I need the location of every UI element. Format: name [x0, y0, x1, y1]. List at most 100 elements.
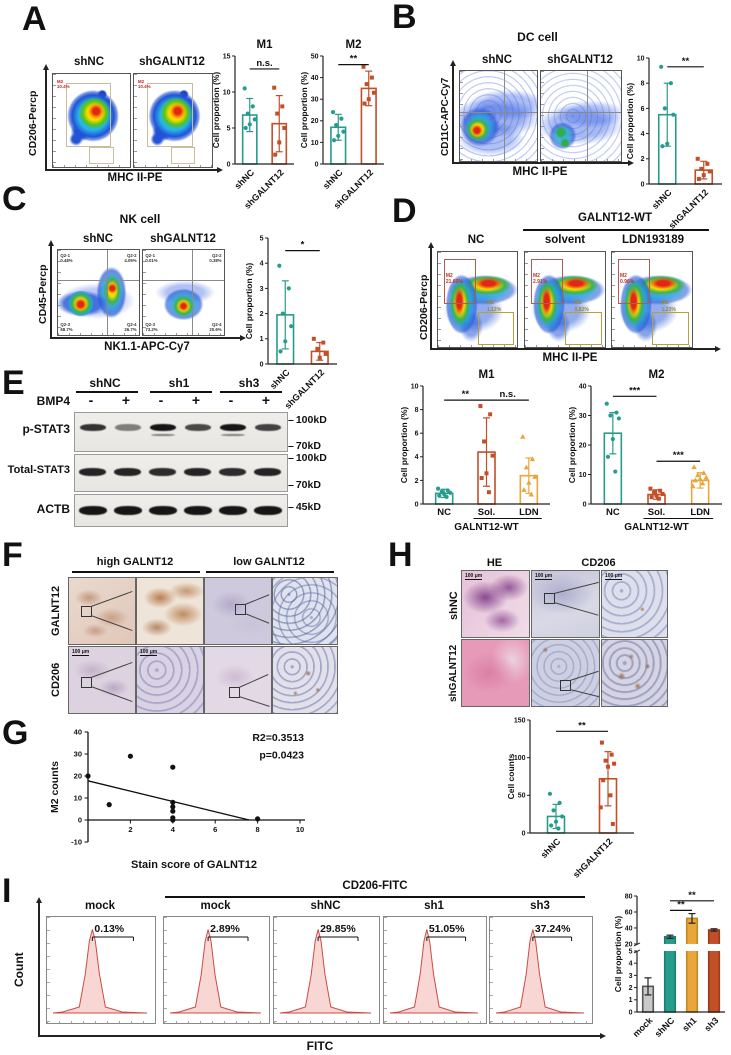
h-header-cd206: CD206	[581, 557, 616, 569]
i-chart: 0 1 2 3 4 5 20 40 60 80 ** ** mock shNC sh1 sh3 Cell pro…	[612, 886, 731, 1054]
e-blot-pstat3	[74, 412, 288, 452]
svg-text:6: 6	[415, 431, 419, 438]
d-m1-gate	[565, 311, 603, 346]
a-chart-m2: 0 10 20 30 40 50 ** shNC shGALNT12 M2 Cell proport…	[298, 36, 390, 211]
h-cd206-shgalnt12-zoom	[601, 639, 668, 707]
svg-text:15: 15	[223, 53, 231, 60]
svg-text:**: **	[682, 56, 690, 67]
svg-text:sh3: sh3	[702, 1015, 720, 1033]
c-quadrant-vline	[106, 250, 108, 335]
svg-text:Cell proportion (%): Cell proportion (%)	[299, 72, 309, 149]
svg-text:M1: M1	[257, 39, 274, 51]
svg-text:8: 8	[641, 81, 645, 88]
svg-text:shNC: shNC	[321, 167, 345, 191]
svg-text:n.s.: n.s.	[499, 389, 515, 400]
svg-text:shGALNT12: shGALNT12	[667, 187, 710, 230]
svg-text:30: 30	[579, 413, 587, 420]
svg-text:R2=0.3513: R2=0.3513	[252, 732, 304, 744]
svg-text:***: ***	[629, 385, 640, 396]
svg-text:2.89%: 2.89%	[210, 923, 240, 935]
d-flow-plot-solvent: M2 2.91% M1 5.82%	[524, 251, 606, 348]
b-quadrant-vline	[586, 71, 588, 161]
svg-text:NC: NC	[606, 507, 620, 518]
b-flow-y-axis	[452, 66, 454, 162]
d-flow-y-axis	[430, 248, 432, 348]
b-flow-title-shgalnt12: shGALNT12	[547, 54, 613, 66]
a-flow-x-arrow-icon	[217, 167, 223, 173]
svg-text:50: 50	[518, 793, 526, 800]
i-hist-title-sh3: sh3	[530, 900, 550, 912]
zoom-connector	[569, 689, 600, 698]
svg-text:51.05%: 51.05%	[429, 923, 465, 935]
c-flow-title-shgalnt12: shGALNT12	[150, 233, 216, 245]
e-row-label-pstat3: p-STAT3	[22, 422, 70, 436]
e-blot-actb	[74, 494, 288, 527]
c-quad-label: Q2-4 26.7%	[124, 321, 137, 333]
d-m2-gate-label: M2 0.96%	[620, 272, 635, 286]
blot-band	[184, 468, 211, 476]
f-ihc-cd206-low-overview	[204, 646, 272, 714]
zoom-region-box	[544, 593, 555, 604]
svg-text:4: 4	[260, 261, 264, 268]
svg-text:8: 8	[415, 407, 419, 414]
b-quadrant-hline	[541, 111, 621, 113]
c-quadrant-vline	[191, 250, 193, 335]
scale-bar: 100 μm	[140, 649, 158, 656]
panel-i-label: I	[2, 872, 12, 910]
svg-text:**: **	[677, 899, 685, 910]
svg-text:Cell proportion (%): Cell proportion (%)	[211, 72, 221, 149]
d-group-title: GALNT12-WT	[577, 212, 653, 224]
c-quad-label: Q2-2 0.38%	[209, 252, 222, 263]
zoom-region-box	[560, 680, 571, 691]
f-ihc-galnt12-low-overview	[204, 577, 272, 645]
svg-text:5: 5	[260, 235, 264, 242]
zoom-region-box	[81, 677, 92, 688]
b-flow-density-shgalnt12	[541, 71, 621, 161]
b-flow-y-arrow-icon	[450, 60, 456, 66]
f-ihc-galnt12-high-zoom	[136, 577, 204, 645]
e-row-label-actb: ACTB	[36, 502, 70, 516]
i-hist-title-shnc: shNC	[310, 900, 341, 912]
c-flow-density-shgalnt12	[143, 250, 224, 335]
svg-text:0: 0	[227, 161, 231, 168]
i-hist-title-mock1: mock	[84, 900, 116, 912]
h-cd206-shnc-overview: 100 μm	[531, 570, 600, 638]
d-chart-m2: 0 10 20 30 40 *** *** NC Sol. LDN GALNT12-WT M2 Cell…	[566, 366, 728, 548]
g-scatter-chart: -10 0 10 20 30 40 2 4 6 8 10 R2=0.3513 p=0.0423 M2 co…	[48, 724, 310, 872]
e-blot-totalstat3	[74, 454, 288, 492]
svg-text:4: 4	[415, 454, 419, 461]
histogram-svg: 51.05%	[389, 923, 479, 1014]
a-flow-y-axis	[45, 70, 47, 169]
svg-text:4: 4	[641, 131, 645, 138]
svg-text:Cell counts: Cell counts	[506, 753, 516, 799]
d-m1-gate	[652, 311, 690, 346]
c-chart: 0 1 2 3 4 5 * shNC shGALNT12 Cell proportion (%)	[243, 228, 343, 411]
e-marker-70kd: 70kD	[288, 440, 321, 452]
svg-text:100: 100	[514, 755, 526, 762]
blot-band	[254, 468, 281, 476]
panel-a-label: A	[22, 0, 47, 38]
f-ihc-cd206-low-zoom	[272, 646, 338, 714]
i-hist-mock2: 2.89%	[163, 916, 270, 1024]
svg-text:0: 0	[641, 181, 645, 188]
svg-text:2: 2	[641, 156, 645, 163]
b-flow-plot-shgalnt12	[540, 70, 622, 162]
svg-text:30: 30	[74, 750, 82, 759]
d-flow-title-nc: NC	[467, 234, 485, 246]
i-hist-sh3: 37.24%	[489, 916, 593, 1024]
b-flow-density-shnc	[460, 71, 537, 161]
c-quad-label: Q2-3 68.7%	[60, 321, 73, 333]
h-he-shnc: 100 μm	[461, 570, 530, 638]
svg-text:20: 20	[74, 772, 82, 781]
svg-text:60: 60	[625, 909, 633, 916]
h-chart: 0 50 100 150 ** shNC shGALNT12 Cell counts	[505, 710, 640, 880]
blot-band	[149, 468, 176, 476]
svg-text:shGALNT12: shGALNT12	[571, 836, 614, 879]
b-chart: 0 2 4 6 8 10 ** shNC shGALNT12 Cell proportion (%…	[624, 48, 728, 231]
d-flow-plot-ldn: M2 0.96% M1 1.23%	[611, 251, 693, 348]
svg-text:3: 3	[260, 286, 264, 293]
svg-text:20: 20	[311, 118, 319, 125]
svg-text:40: 40	[579, 383, 587, 390]
